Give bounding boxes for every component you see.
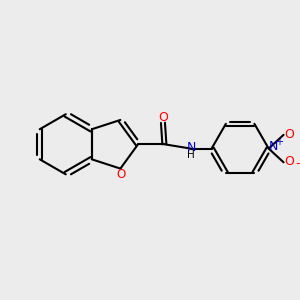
Text: O: O — [284, 128, 294, 141]
Text: O: O — [116, 168, 126, 182]
Text: N: N — [268, 140, 278, 153]
Text: H: H — [187, 150, 195, 160]
Text: -: - — [295, 157, 300, 170]
Text: O: O — [158, 111, 168, 124]
Text: O: O — [284, 155, 294, 168]
Text: +: + — [275, 137, 283, 147]
Text: N: N — [186, 141, 196, 154]
